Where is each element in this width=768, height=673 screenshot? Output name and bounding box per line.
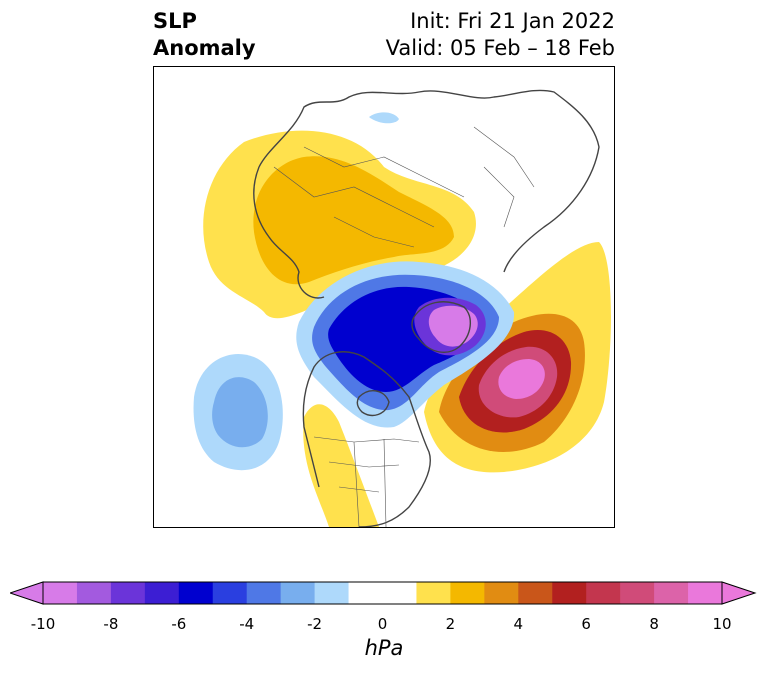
border-lines-eurasia (273, 126, 535, 248)
coastline-hudson-bay (356, 390, 390, 417)
anomaly-contour-pos1-west-inner (253, 156, 454, 285)
negative-anomaly-fields (193, 112, 515, 471)
colorbar-segment (76, 582, 112, 604)
anomaly-contour-pos2-core (498, 359, 545, 399)
colorbar-tick-label: 10 (712, 615, 732, 633)
colorbar-segment (212, 582, 248, 604)
colorbar-segment (348, 582, 383, 604)
valid-range: Valid: 05 Feb – 18 Feb (385, 36, 615, 60)
colorbar-segment (382, 582, 417, 604)
colorbar-segment (654, 582, 689, 604)
coastline-eurasia (258, 89, 600, 273)
colorbar-segment (246, 582, 282, 604)
colorbar-extend-high (721, 581, 757, 605)
colorbar-segment (518, 582, 553, 604)
colorbar-segment (688, 582, 723, 604)
colorbar-tick-label: -10 (30, 615, 56, 633)
colorbar-segment (178, 582, 214, 604)
border-lines-north-america (313, 436, 420, 527)
colorbar-segment (620, 582, 655, 604)
title-type: Anomaly (153, 36, 256, 60)
colorbar-tick-label: 8 (649, 615, 659, 633)
colorbar-extend-low (10, 581, 44, 605)
colorbar-segment (280, 582, 316, 604)
map-title-left: SLP Anomaly (153, 8, 256, 62)
colorbar-segment (586, 582, 621, 604)
colorbar-segment (450, 582, 485, 604)
colorbar (10, 581, 757, 605)
country-borders (273, 126, 535, 527)
anomaly-contour-neg2-arctic-core (428, 305, 478, 347)
init-date: Init: Fri 21 Jan 2022 (410, 9, 615, 33)
coastline-greenland (411, 301, 471, 353)
colorbar-tick-label: -4 (239, 615, 255, 633)
anomaly-contour-neg1-pacific-inner (212, 377, 268, 448)
colorbar-segment (43, 582, 78, 604)
colorbar-tick-label: -6 (171, 615, 187, 633)
colorbar-segment (416, 582, 451, 604)
colorbar-segment (314, 582, 350, 604)
map-title-right: Init: Fri 21 Jan 2022 Valid: 05 Feb – 18… (386, 8, 615, 62)
colorbar-segment (484, 582, 519, 604)
colorbar-units: hPa (364, 636, 404, 660)
coastline-europe (253, 166, 325, 299)
colorbar-tick-label: 6 (581, 615, 591, 633)
slp-anomaly-map (153, 66, 615, 528)
anomaly-contour-pos3-gulf (303, 404, 379, 527)
coastlines (253, 89, 600, 527)
colorbar-segment (144, 582, 180, 604)
colorbar-tick-label: 2 (445, 615, 456, 633)
colorbar-segment (552, 582, 587, 604)
anomaly-contour-neg3-siberia (369, 112, 399, 124)
title-variable: SLP (153, 9, 197, 33)
colorbar-tick-label: 0 (377, 615, 388, 633)
colorbar-tick-label: -2 (307, 615, 323, 633)
coastline-north-america (302, 351, 431, 527)
colorbar-segment (110, 582, 146, 604)
colorbar-tick-label: 4 (513, 615, 524, 633)
colorbar-frame (42, 581, 723, 605)
colorbar-tick-label: -8 (103, 615, 119, 633)
map-canvas (193, 89, 611, 527)
